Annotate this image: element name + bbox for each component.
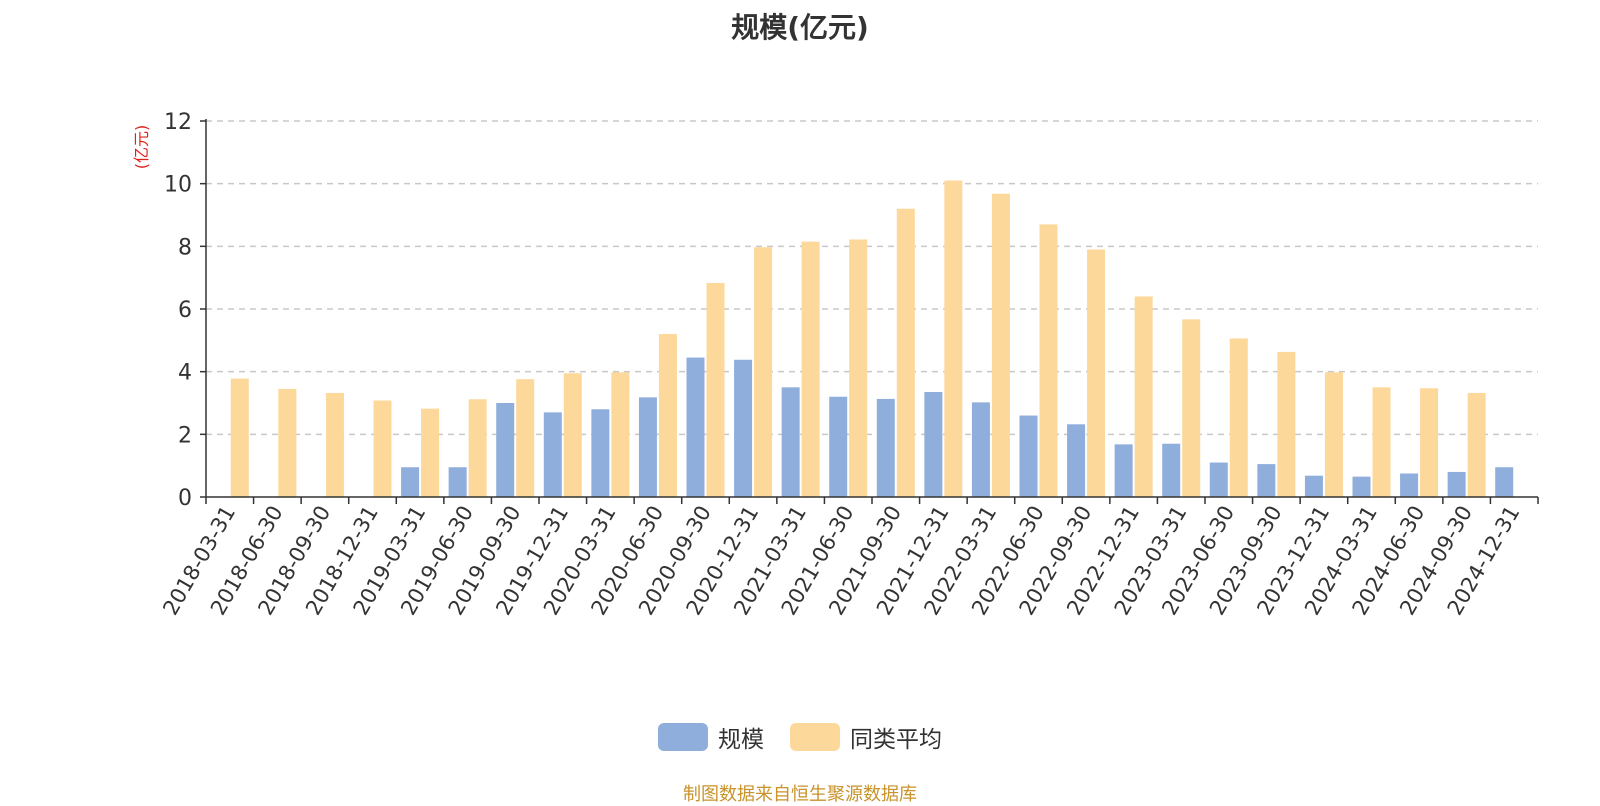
bar-scale[interactable]: [448, 467, 467, 497]
bar-scale[interactable]: [686, 357, 705, 497]
bar-peer-average[interactable]: [468, 399, 487, 497]
bar-scale[interactable]: [638, 397, 657, 497]
bar-peer-average[interactable]: [1134, 296, 1153, 497]
legend-swatch-peer-average: [790, 723, 840, 751]
axes: 0246810122018-03-312018-06-302018-09-302…: [158, 110, 1539, 619]
bar-peer-average[interactable]: [1229, 338, 1248, 497]
bar-scale[interactable]: [1304, 475, 1323, 497]
bar-scale[interactable]: [971, 402, 990, 497]
bar-scale[interactable]: [1114, 444, 1133, 497]
data-source-note: 制图数据来自恒生聚源数据库: [683, 784, 917, 805]
bar-peer-average[interactable]: [849, 239, 868, 497]
bar-scale[interactable]: [543, 412, 562, 497]
bar-scale[interactable]: [1209, 462, 1228, 497]
y-tick-label: 12: [164, 110, 192, 135]
bar-scale[interactable]: [1495, 467, 1514, 497]
bar-peer-average[interactable]: [754, 247, 773, 497]
bar-peer-average[interactable]: [1087, 249, 1106, 497]
y-tick-label: 0: [178, 486, 192, 511]
bar-scale[interactable]: [1447, 471, 1466, 497]
bar-peer-average[interactable]: [944, 180, 963, 498]
bar-scale[interactable]: [734, 359, 753, 497]
bar-peer-average[interactable]: [230, 378, 249, 497]
bars: [230, 180, 1514, 498]
bar-scale[interactable]: [591, 409, 610, 497]
legend-swatch-scale: [658, 723, 708, 751]
bar-peer-average[interactable]: [1420, 388, 1439, 497]
bar-scale[interactable]: [1019, 415, 1038, 497]
bar-scale[interactable]: [496, 403, 515, 497]
legend-label-peer-average: 同类平均: [850, 727, 942, 753]
y-tick-label: 4: [178, 361, 192, 386]
legend-label-scale: 规模: [718, 727, 764, 753]
chart-title: 规模(亿元): [731, 11, 869, 44]
bar-scale[interactable]: [1162, 443, 1181, 497]
bar-peer-average[interactable]: [611, 372, 630, 497]
legend-item-scale[interactable]: 规模: [658, 720, 764, 754]
bar-peer-average[interactable]: [896, 208, 915, 497]
bar-peer-average[interactable]: [563, 373, 582, 497]
bar-peer-average[interactable]: [706, 282, 725, 497]
bar-peer-average[interactable]: [658, 334, 677, 497]
bar-peer-average[interactable]: [1182, 319, 1201, 497]
bar-peer-average[interactable]: [1324, 372, 1343, 497]
y-tick-label: 6: [178, 298, 192, 323]
y-tick-label: 2: [178, 423, 192, 448]
bar-scale[interactable]: [924, 392, 943, 497]
bar-peer-average[interactable]: [325, 392, 344, 497]
bar-scale[interactable]: [1352, 476, 1371, 497]
bar-peer-average[interactable]: [1039, 224, 1058, 497]
bar-peer-average[interactable]: [1467, 392, 1486, 497]
bar-scale[interactable]: [876, 398, 895, 497]
legend-item-peer-average[interactable]: 同类平均: [790, 720, 942, 754]
bar-peer-average[interactable]: [516, 379, 535, 497]
bar-peer-average[interactable]: [801, 241, 820, 497]
bar-scale[interactable]: [1257, 464, 1276, 497]
bar-scale[interactable]: [829, 396, 848, 497]
y-axis-label: (亿元): [132, 125, 151, 170]
y-tick-label: 10: [164, 173, 192, 198]
bar-scale[interactable]: [1400, 473, 1419, 498]
bar-scale[interactable]: [781, 387, 800, 497]
bar-peer-average[interactable]: [991, 193, 1010, 497]
bar-peer-average[interactable]: [373, 400, 392, 497]
bar-peer-average[interactable]: [1277, 351, 1296, 497]
legend: 规模 同类平均: [0, 720, 1600, 754]
bar-peer-average[interactable]: [421, 408, 440, 497]
y-tick-label: 8: [178, 235, 192, 260]
bar-peer-average[interactable]: [1372, 387, 1391, 497]
bar-scale[interactable]: [1067, 424, 1086, 497]
bar-peer-average[interactable]: [278, 388, 297, 497]
bar-scale[interactable]: [401, 467, 420, 497]
